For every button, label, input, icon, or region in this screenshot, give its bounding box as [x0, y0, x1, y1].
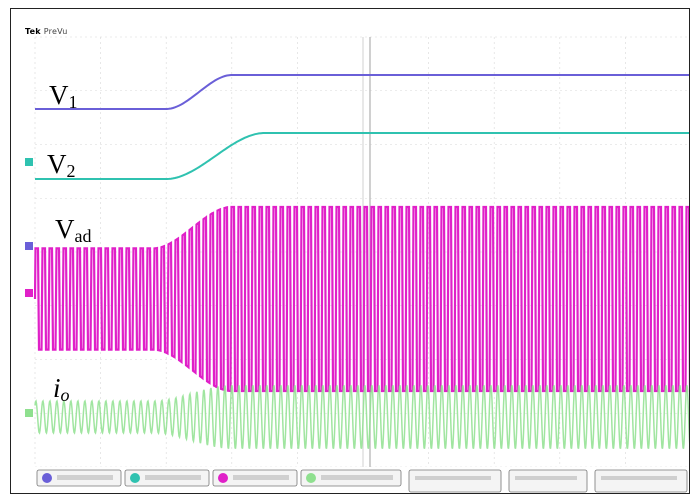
- ch4-level-marker: [25, 409, 33, 417]
- trace-vad: [33, 205, 689, 393]
- brand-label: Tek: [25, 27, 41, 36]
- timebase-readout-box: [408, 469, 502, 493]
- scope-header: Tek PreVu: [25, 27, 67, 36]
- trace-v1: [35, 74, 689, 110]
- label-io: io: [53, 373, 70, 405]
- channel-readout-text: [57, 475, 113, 480]
- oscilloscope-screen: Tek PreVu V1 V2 Vad io: [10, 8, 690, 494]
- channel-readout-text: [233, 475, 289, 480]
- status-bar: [11, 467, 689, 493]
- trace-v2: [35, 132, 689, 180]
- mode-label: PreVu: [43, 27, 68, 36]
- label-vad: Vad: [53, 214, 94, 246]
- oscilloscope-plot: [11, 36, 689, 493]
- timebase-readout-box: [594, 469, 688, 493]
- channel-readout-dot: [130, 473, 140, 483]
- label-v1: V1: [49, 80, 78, 112]
- timebase-readout-text: [415, 476, 491, 480]
- timebase-readout-text: [515, 476, 577, 480]
- waveform-traces: [33, 74, 689, 449]
- label-v2: V2: [47, 149, 76, 181]
- timebase-readout-text: [601, 476, 677, 480]
- channel-markers: [25, 158, 33, 417]
- channel-readout-dot: [218, 473, 228, 483]
- trace-io: [34, 385, 689, 449]
- channel-readout-text: [145, 475, 201, 480]
- channel-readout-dot: [42, 473, 52, 483]
- timebase-readout-box: [508, 469, 588, 493]
- ch3-level-marker: [25, 289, 33, 297]
- channel-readout-text: [321, 475, 393, 480]
- ch1-level-marker: [25, 242, 33, 250]
- channel-readout-dot: [306, 473, 316, 483]
- ch2-level-marker: [25, 158, 33, 166]
